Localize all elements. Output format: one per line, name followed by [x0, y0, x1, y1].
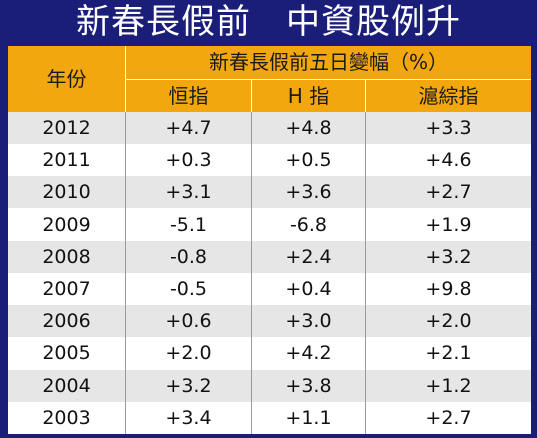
cell-shanghai-composite: +4.6 [425, 149, 472, 172]
cell-hsi: +2.0 [165, 342, 212, 365]
column-divider [365, 112, 366, 434]
cell-hsi: +3.1 [165, 181, 212, 204]
table-row: 2005 +2.0 +4.2 +2.1 [8, 337, 531, 370]
cell-h-index: +3.8 [285, 374, 332, 397]
cell-h-index: +1.1 [285, 406, 332, 429]
header-hsi: 恒指 [126, 80, 251, 112]
cell-h-index: +0.5 [285, 149, 332, 172]
cell-year: 2010 [42, 181, 91, 204]
cell-hsi: +0.3 [165, 149, 212, 172]
table-row: 2008 -0.8 +2.4 +3.2 [8, 240, 531, 273]
table-row: 2003 +3.4 +1.1 +2.7 [8, 401, 531, 434]
cell-shanghai-composite: +2.7 [425, 406, 472, 429]
cell-hsi: -5.1 [169, 213, 208, 236]
cell-year: 2006 [42, 310, 91, 333]
cell-year: 2008 [42, 245, 91, 268]
cell-hsi: +3.2 [165, 374, 212, 397]
table-row: 2011 +0.3 +0.5 +4.6 [8, 144, 531, 177]
cell-hsi: +3.4 [165, 406, 212, 429]
cell-year: 2005 [42, 342, 91, 365]
data-table: 年份 新春長假前五日變幅（%） 恒指 H 指 滬綜指 2012 +4.7 +4.8 +… [8, 46, 531, 434]
cell-shanghai-composite: +2.7 [425, 181, 472, 204]
cell-shanghai-composite: +9.8 [425, 278, 472, 300]
cell-year: 2004 [42, 374, 91, 397]
cell-shanghai-composite: +3.3 [425, 117, 472, 139]
table-row: 2012 +4.7 +4.8 +3.3 [8, 112, 531, 144]
table-row: 2004 +3.2 +3.8 +1.2 [8, 369, 531, 402]
cell-hsi: +4.7 [165, 117, 212, 139]
cell-year: 2012 [42, 117, 91, 139]
cell-h-index: +2.4 [285, 245, 332, 268]
cell-h-index: +4.8 [285, 117, 332, 139]
cell-year: 2011 [42, 149, 91, 172]
cell-shanghai-composite: +2.0 [425, 310, 472, 333]
cell-shanghai-composite: +1.9 [425, 213, 472, 236]
header-year: 年份 [8, 46, 125, 112]
header-shanghai-composite: 滬綜指 [366, 80, 531, 112]
cell-shanghai-composite: +1.2 [425, 374, 472, 397]
table-row: 2010 +3.1 +3.6 +2.7 [8, 176, 531, 209]
cell-h-index: +4.2 [285, 342, 332, 365]
header-group: 新春長假前五日變幅（%） [126, 46, 531, 79]
cell-year: 2003 [42, 406, 91, 429]
table-row: 2007 -0.5 +0.4 +9.8 [8, 273, 531, 305]
cell-year: 2007 [42, 278, 91, 300]
column-divider [251, 112, 252, 434]
header-h-index: H 指 [252, 80, 365, 112]
cell-h-index: +0.4 [285, 278, 332, 300]
cell-h-index: +3.0 [285, 310, 332, 333]
page-title: 新春長假前 中資股例升 [76, 2, 461, 42]
cell-hsi: -0.8 [169, 245, 208, 268]
cell-year: 2009 [42, 213, 91, 236]
table-row: 2006 +0.6 +3.0 +2.0 [8, 305, 531, 338]
cell-h-index: +3.6 [285, 181, 332, 204]
column-divider [125, 112, 126, 434]
cell-hsi: +0.6 [165, 310, 212, 333]
table-row: 2009 -5.1 -6.8 +1.9 [8, 208, 531, 241]
cell-hsi: -0.5 [169, 278, 208, 300]
cell-shanghai-composite: +3.2 [425, 245, 472, 268]
cell-shanghai-composite: +2.1 [425, 342, 472, 365]
cell-h-index: -6.8 [289, 213, 328, 236]
